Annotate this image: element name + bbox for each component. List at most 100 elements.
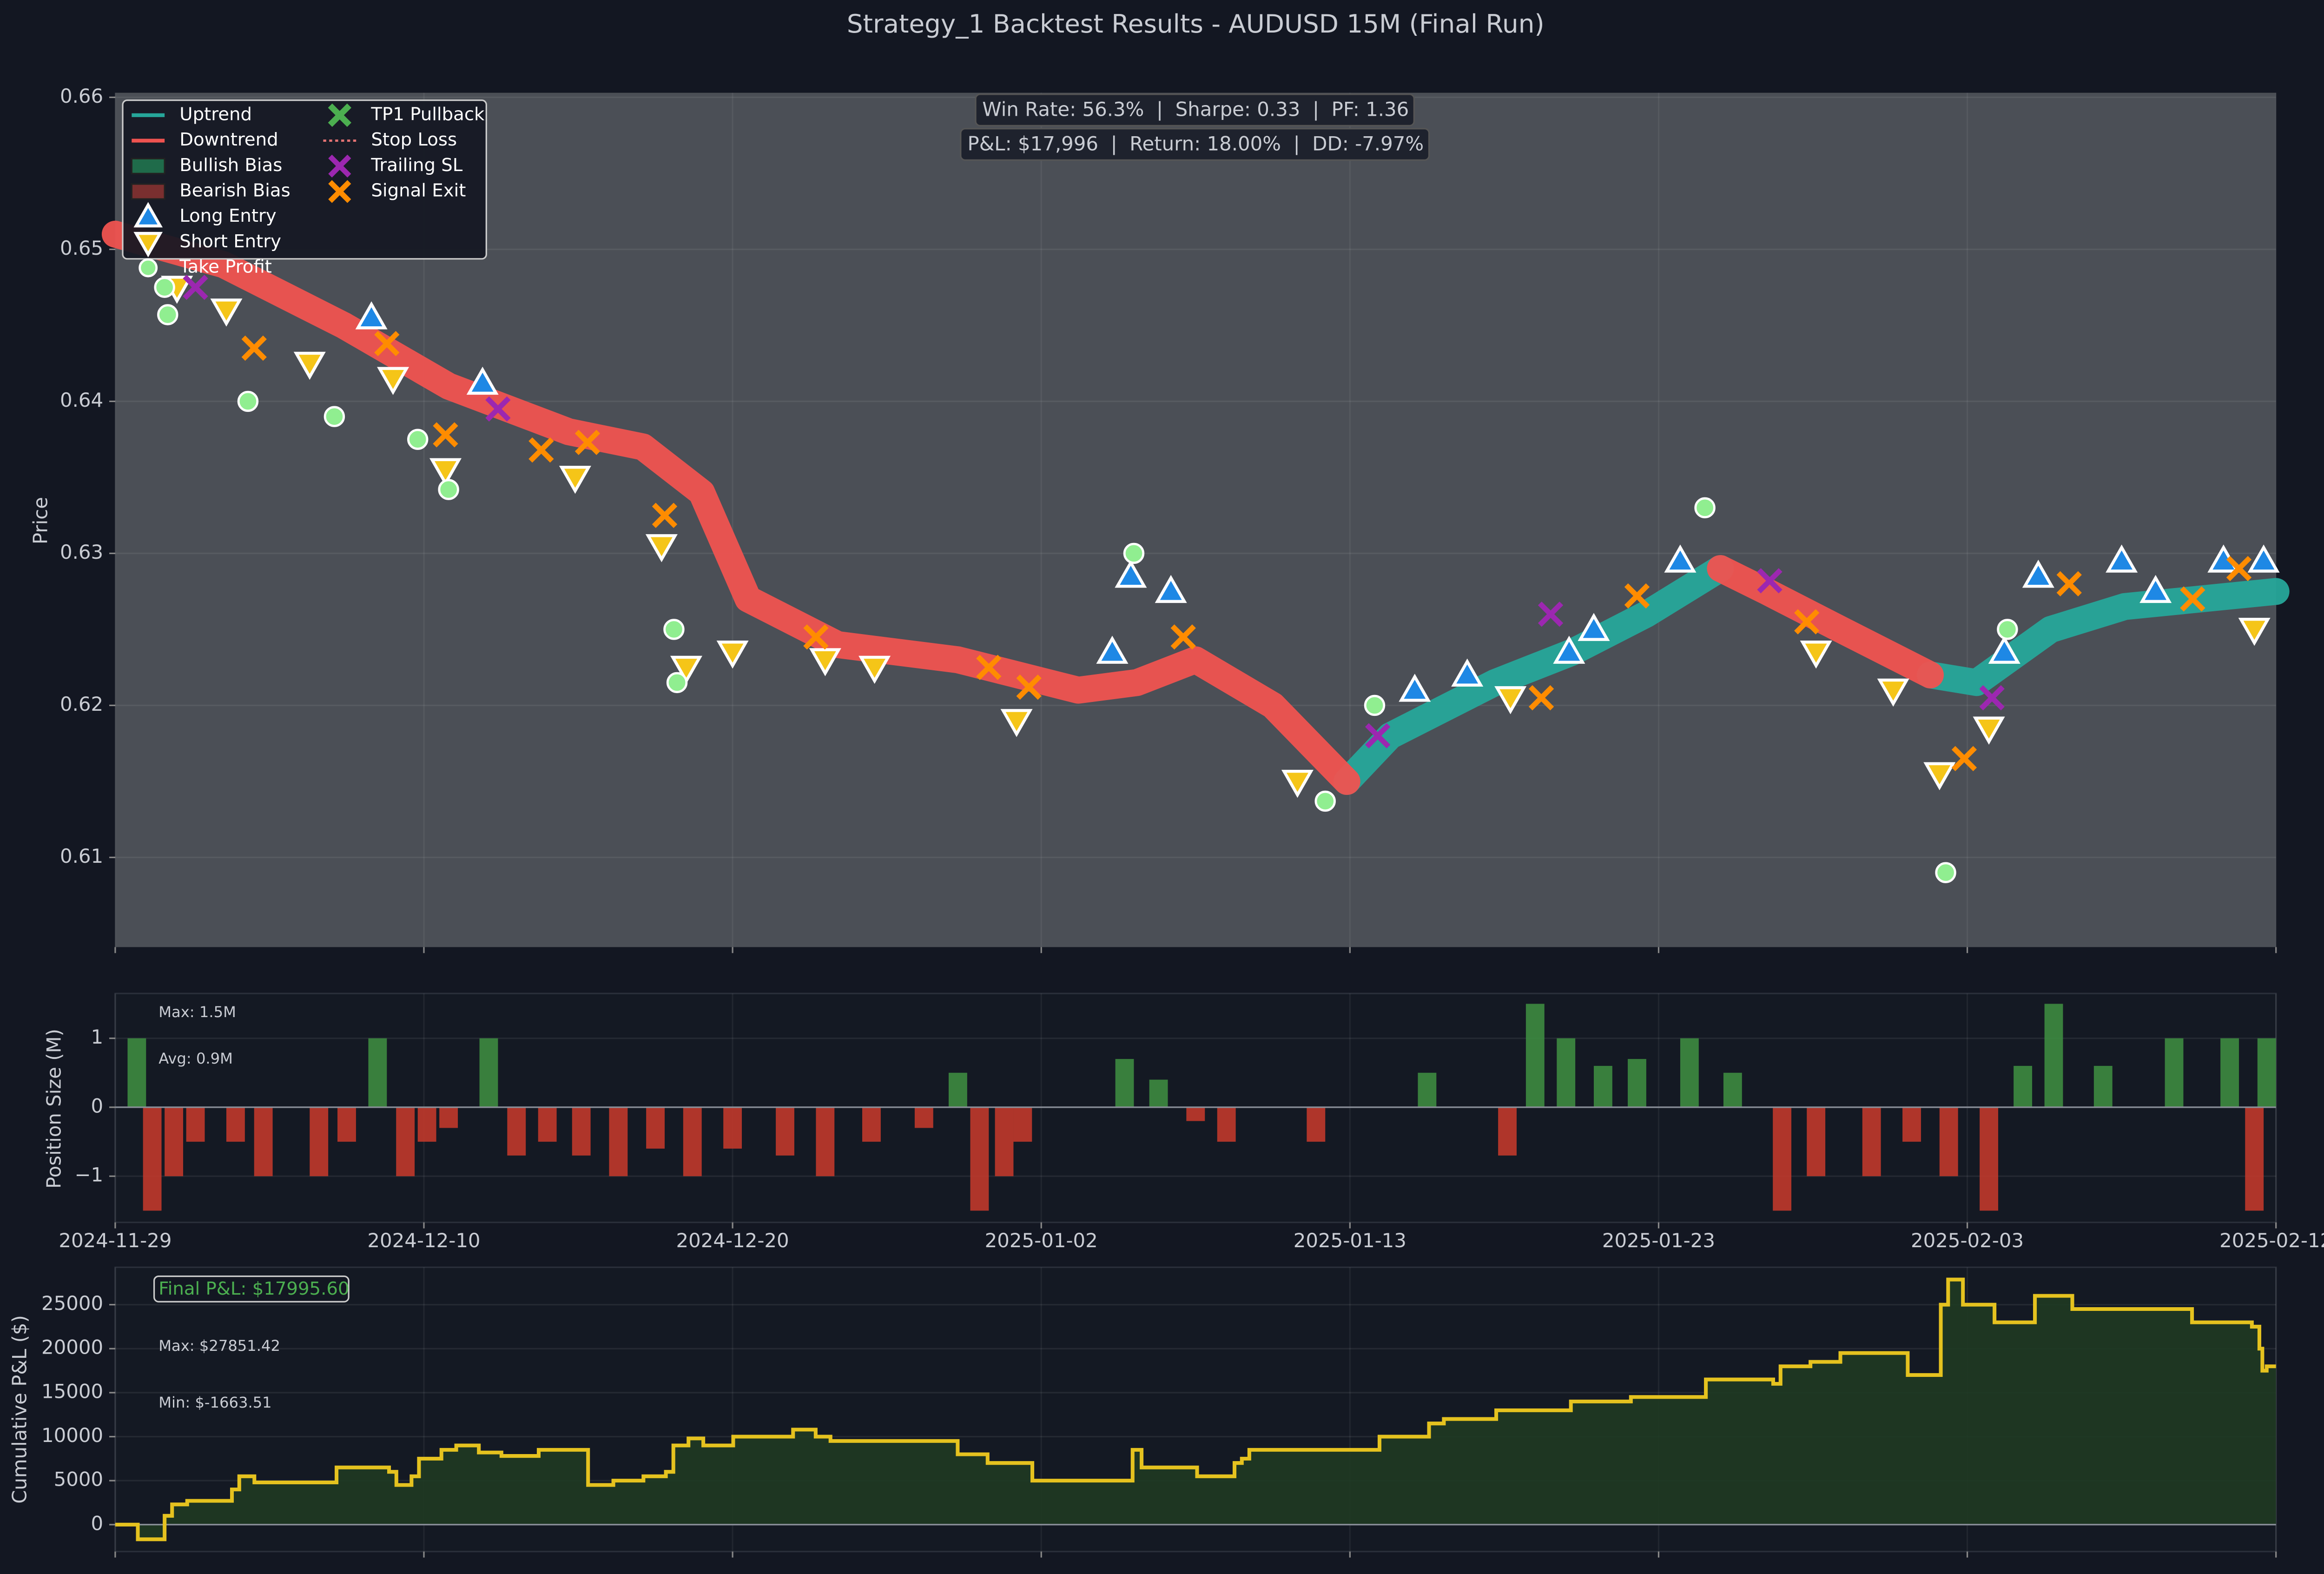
legend-label: Trailing SL xyxy=(370,155,462,176)
y-tick-label: 0.65 xyxy=(60,237,103,259)
take-profit xyxy=(139,258,158,278)
position-bar xyxy=(2165,1038,2184,1107)
y-tick-label: 1 xyxy=(91,1025,104,1048)
take-profit xyxy=(157,304,178,325)
exit-marker xyxy=(1794,609,1820,635)
y-tick-label: 10000 xyxy=(41,1424,103,1447)
exit-marker xyxy=(1016,675,1042,700)
long-entry xyxy=(1155,575,1187,603)
long-entry xyxy=(2022,560,2054,588)
position-bar xyxy=(337,1107,356,1142)
pnl-area xyxy=(115,1279,2276,1540)
annotation-box xyxy=(153,1275,350,1303)
position-bar xyxy=(165,1107,183,1177)
exit-marker xyxy=(183,274,208,300)
legend-label: Stop Loss xyxy=(371,129,457,150)
exit-marker xyxy=(374,331,400,357)
short-entry xyxy=(1494,686,1527,714)
legend-label: Signal Exit xyxy=(371,180,466,201)
x-tick-label: 2024-11-29 xyxy=(59,1229,172,1252)
long-entry xyxy=(1578,613,1610,641)
position-bar xyxy=(995,1107,1014,1177)
position-bar xyxy=(2093,1065,2113,1107)
exit-marker xyxy=(1170,624,1196,650)
short-entry xyxy=(1000,709,1033,737)
position-bar xyxy=(816,1107,835,1177)
long-entry xyxy=(355,301,388,330)
short-entry xyxy=(1923,762,1956,791)
position-bar xyxy=(1115,1059,1134,1107)
x-tick-label: 2024-12-20 xyxy=(676,1229,789,1252)
position-bar xyxy=(1307,1107,1326,1142)
pnl-line xyxy=(115,1277,2276,1541)
position-bar xyxy=(1013,1107,1032,1142)
y-axis-label: Cumulative P&L ($) xyxy=(8,1315,31,1504)
annotation: Final P&L: $17995.60 xyxy=(158,1278,349,1299)
position-bar xyxy=(1807,1107,1826,1177)
exit-marker xyxy=(2056,571,2082,596)
long-entry xyxy=(2247,544,2280,573)
position-bar xyxy=(776,1107,794,1156)
short-entry xyxy=(716,641,749,669)
long-entry xyxy=(1451,658,1484,687)
position-bar xyxy=(396,1107,415,1177)
short-entry xyxy=(293,351,326,380)
y-tick-label: 0.66 xyxy=(60,85,103,107)
position-bar xyxy=(439,1107,458,1128)
y-tick-label: 5000 xyxy=(54,1468,103,1491)
position-bar xyxy=(2257,1038,2276,1107)
position-bar xyxy=(1149,1079,1168,1107)
exit-marker xyxy=(2226,556,2252,582)
position-bar xyxy=(538,1107,557,1142)
exit-marker xyxy=(652,503,678,528)
position-bar xyxy=(1902,1107,1921,1142)
position-bar xyxy=(310,1107,329,1177)
exit-marker xyxy=(1538,602,1564,627)
position-bar xyxy=(2220,1038,2239,1107)
y-tick-label: −1 xyxy=(74,1164,103,1186)
position-bar xyxy=(609,1107,628,1177)
take-profit xyxy=(324,406,345,427)
legend-label: Bullish Bias xyxy=(179,155,282,176)
take-profit xyxy=(237,390,259,412)
position-bar xyxy=(1525,1004,1545,1107)
legend-label: Long Entry xyxy=(179,205,276,226)
position-bar xyxy=(1680,1038,1699,1107)
position-bar xyxy=(2044,1004,2063,1107)
legend-swatch xyxy=(131,158,165,174)
position-bar xyxy=(862,1107,881,1142)
exit-marker xyxy=(1624,583,1650,609)
position-bar xyxy=(1418,1072,1437,1107)
annotation: Max: 1.5M xyxy=(158,1003,236,1021)
exit-marker xyxy=(574,430,601,455)
position-bar xyxy=(1628,1059,1646,1107)
short-entry xyxy=(377,367,409,395)
position-bar xyxy=(1980,1107,1998,1211)
short-entry xyxy=(1877,678,1909,707)
take-profit xyxy=(1123,542,1145,564)
legend-label: Bearish Bias xyxy=(179,180,290,201)
short-entry xyxy=(1281,769,1314,798)
x-tick-label: 2024-12-10 xyxy=(367,1229,480,1252)
exit-marker xyxy=(328,154,351,178)
short-entry xyxy=(1973,716,2005,745)
x-tick-label: 2025-02-12 xyxy=(2219,1229,2324,1252)
position-bar xyxy=(1498,1107,1517,1156)
take-profit xyxy=(1364,694,1386,716)
legend-label: Downtrend xyxy=(179,129,278,150)
position-bar xyxy=(479,1038,498,1107)
position-bar xyxy=(646,1107,665,1149)
take-profit xyxy=(1694,497,1716,519)
exit-marker xyxy=(433,422,458,448)
take-profit xyxy=(663,619,685,640)
position-bar xyxy=(948,1072,967,1107)
exit-marker xyxy=(976,655,1002,680)
chart-title: Strategy_1 Backtest Results - AUDUSD 15M… xyxy=(847,9,1545,39)
short-entry xyxy=(133,231,163,258)
long-entry xyxy=(1553,635,1585,664)
legend-label: Uptrend xyxy=(179,104,252,125)
exit-marker xyxy=(528,437,554,463)
take-profit xyxy=(1997,619,2018,640)
